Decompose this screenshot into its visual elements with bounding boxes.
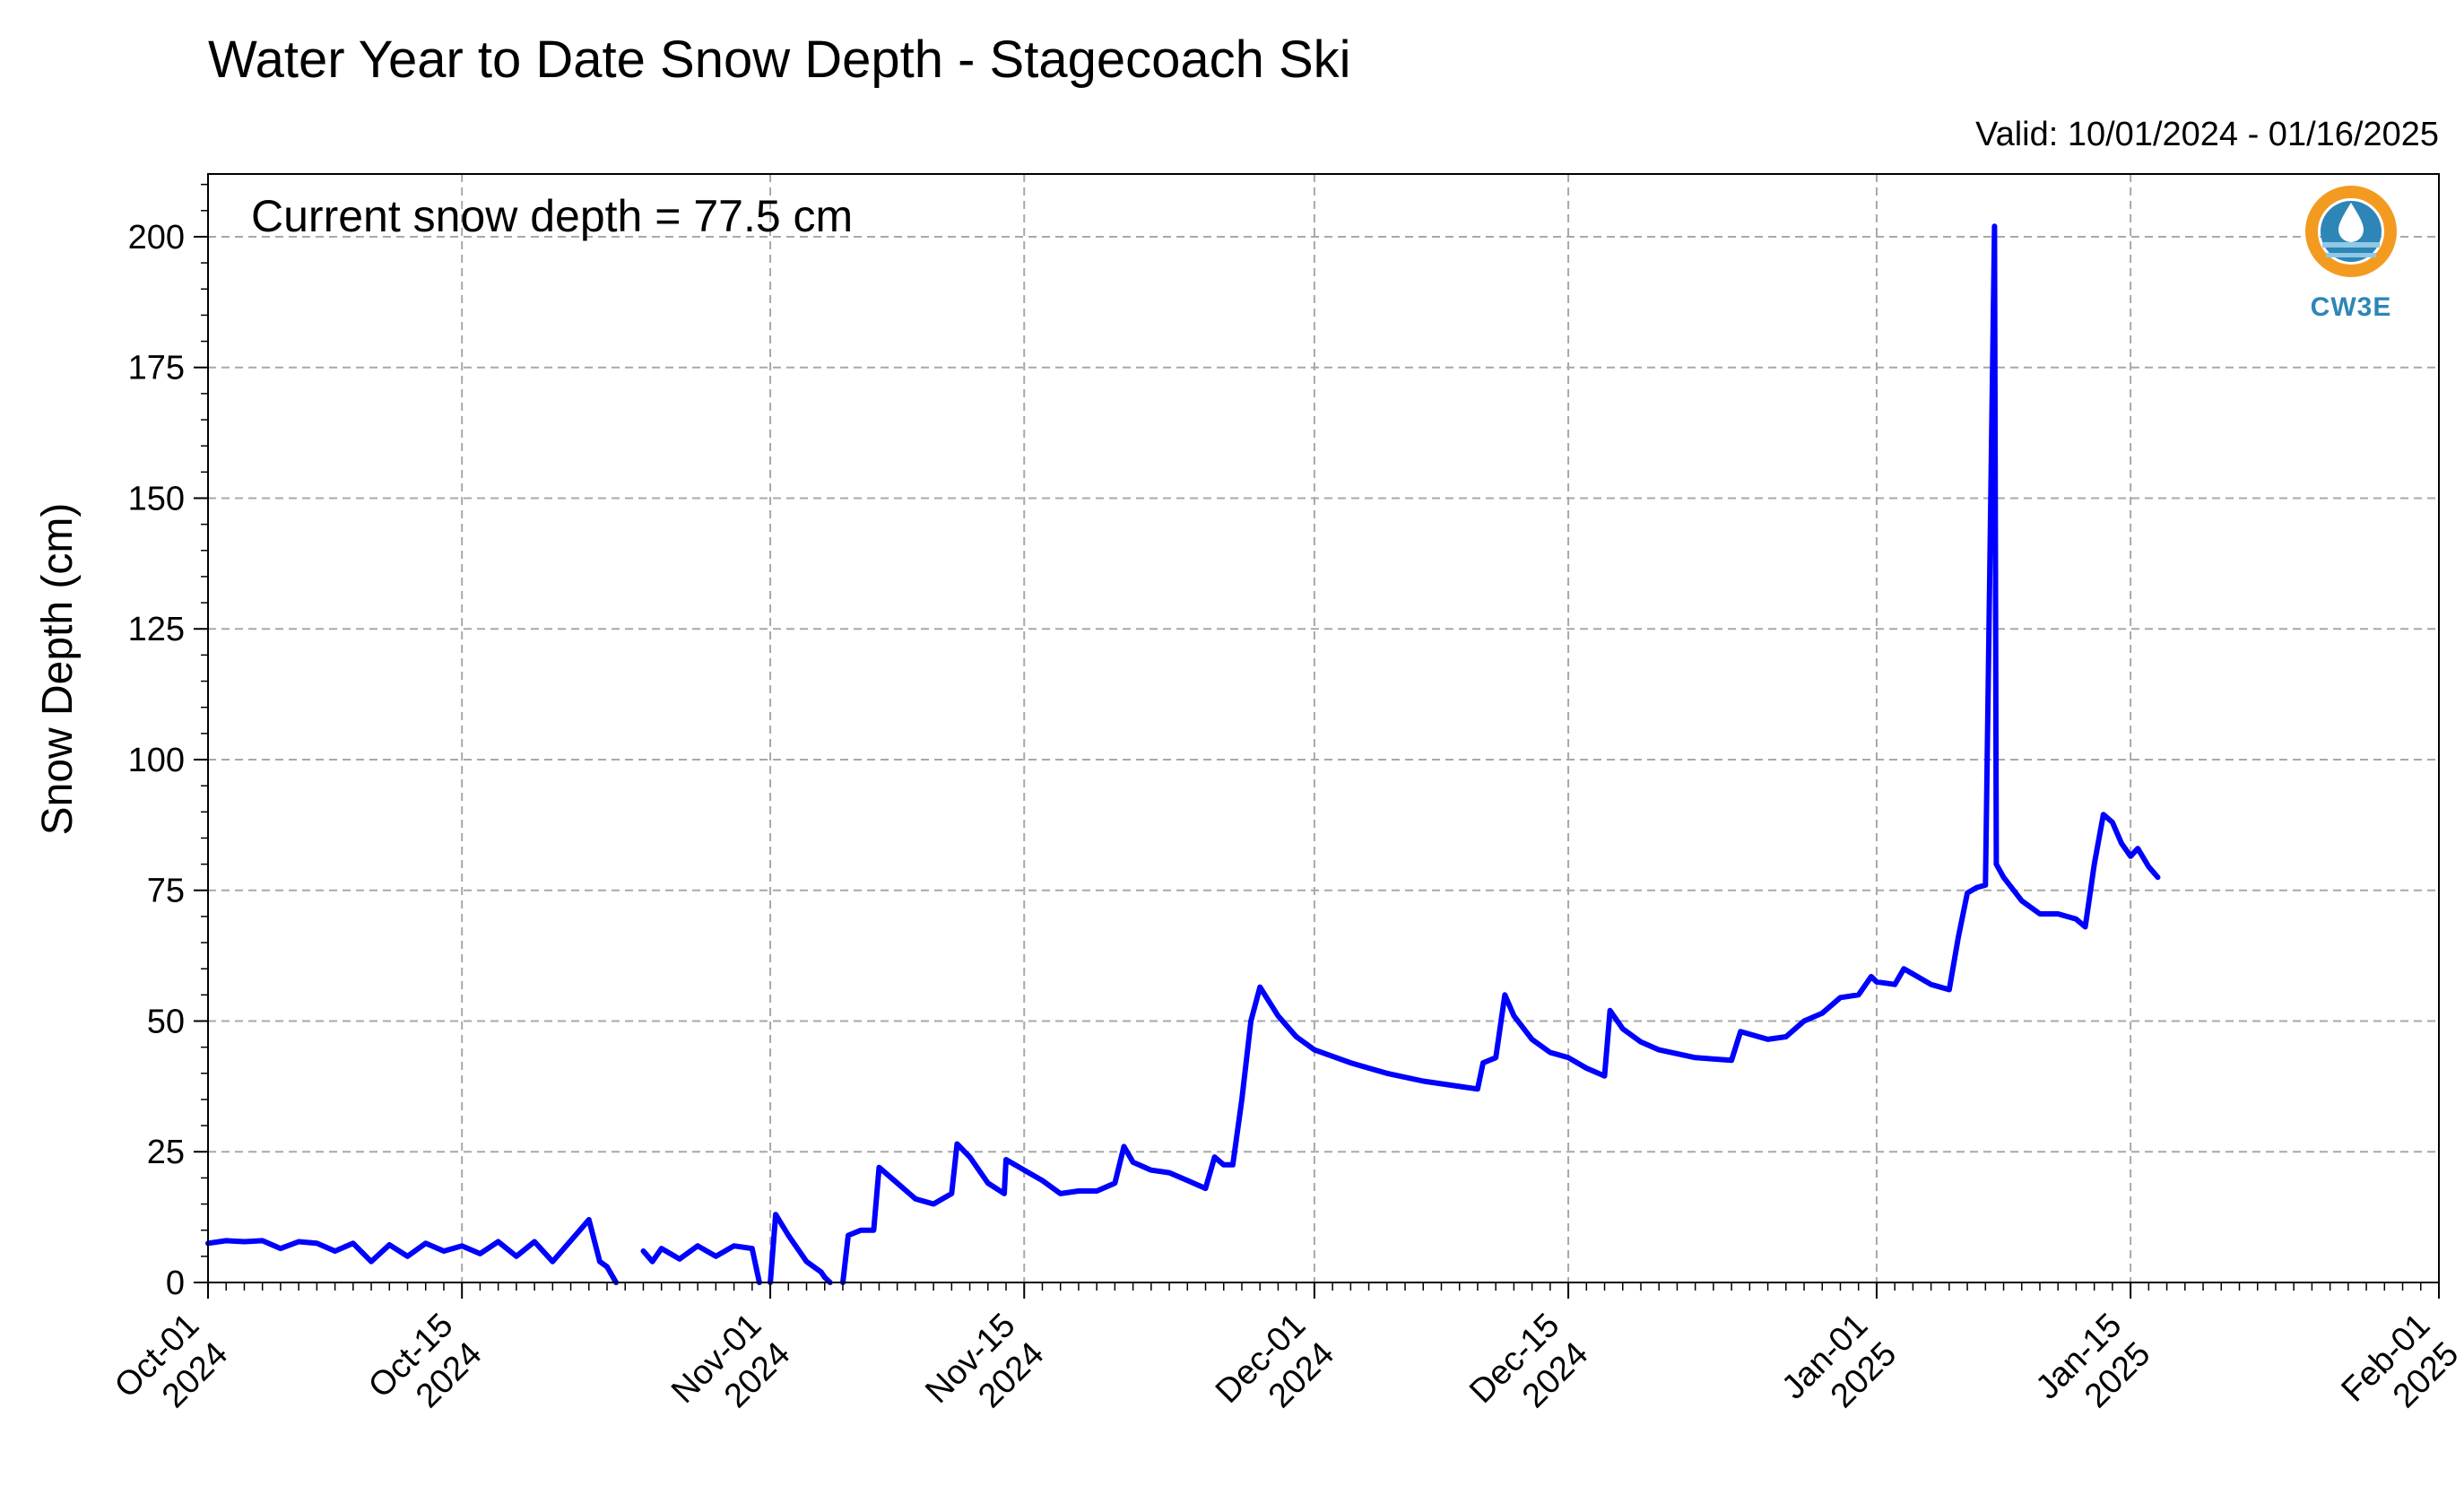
y-tick-label: 25: [147, 1134, 185, 1171]
y-axis-label: Snow Depth (cm): [34, 503, 82, 836]
snow-depth-line: [205, 1217, 620, 1285]
snow-depth-line: [840, 223, 2161, 1285]
snow-depth-line: [640, 1243, 762, 1285]
y-tick-label: 0: [166, 1265, 185, 1302]
chart-subtitle: Valid: 10/01/2024 - 01/16/2025: [1975, 116, 2439, 153]
logo-ring-icon: [2305, 186, 2397, 277]
snow-depth-line: [768, 1212, 833, 1285]
grid-lines: [208, 174, 2439, 1282]
y-tick-label: 200: [128, 219, 185, 256]
current-depth-annotation: Current snow depth = 77.5 cm: [251, 191, 853, 241]
logo-text: CW3E: [2311, 292, 2392, 322]
y-tick-label: 175: [128, 350, 185, 387]
logo-wave-icon: [2322, 242, 2380, 248]
y-tick-label: 125: [128, 611, 185, 648]
logo-wave-icon: [2326, 253, 2376, 257]
plot-frame: [207, 173, 2440, 1283]
series-line: [205, 223, 2161, 1285]
y-tick-label: 75: [147, 873, 185, 910]
chart-title: Water Year to Date Snow Depth - Stagecoa…: [208, 30, 1351, 89]
y-tick-label: 100: [128, 742, 185, 779]
logo-drop-icon: [2338, 203, 2364, 242]
y-tick-label: 50: [147, 1003, 185, 1040]
y-axis: 0 25 50 75 100 125 150 175 200: [128, 183, 208, 1302]
y-tick-label: 150: [128, 480, 185, 517]
cw3e-logo: CW3E: [2305, 186, 2397, 322]
